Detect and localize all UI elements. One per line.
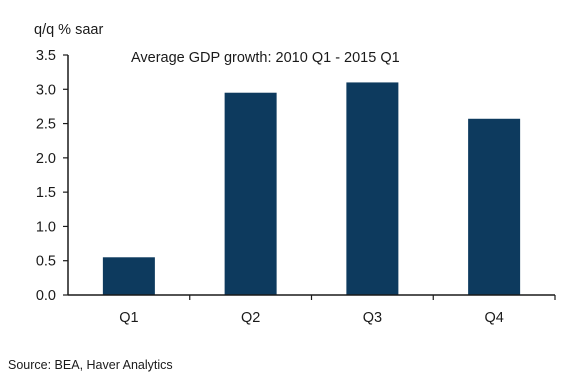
bar-q3 [346,82,399,295]
y-tick-label: 0.5 [36,254,56,270]
y-tick-label: 1.0 [36,219,56,235]
source-note: Source: BEA, Haver Analytics [8,358,173,372]
x-tick-label: Q3 [363,310,382,326]
y-tick-label: 1.5 [36,185,56,201]
x-tick-label: Q4 [484,310,503,326]
y-axis-ticks: 0.0 0.5 1.0 1.5 2.0 2.5 3.0 3.5 [36,48,68,304]
x-tick-label: Q1 [119,310,138,326]
bar-q4 [468,118,521,296]
y-axis-label: q/q % saar [34,22,103,38]
y-tick-label: 2.5 [36,117,56,133]
y-tick-label: 3.5 [36,48,56,64]
bar-q1 [102,257,155,295]
x-axis-ticks: Q1 Q2 Q3 Q4 [119,295,556,326]
bar-q2 [224,92,277,295]
y-tick-label: 0.0 [36,288,56,304]
chart-title: Average GDP growth: 2010 Q1 - 2015 Q1 [131,50,400,66]
y-tick-label: 2.0 [36,151,56,167]
x-tick-label: Q2 [241,310,260,326]
y-tick-label: 3.0 [36,82,56,98]
bar-group [102,82,521,296]
